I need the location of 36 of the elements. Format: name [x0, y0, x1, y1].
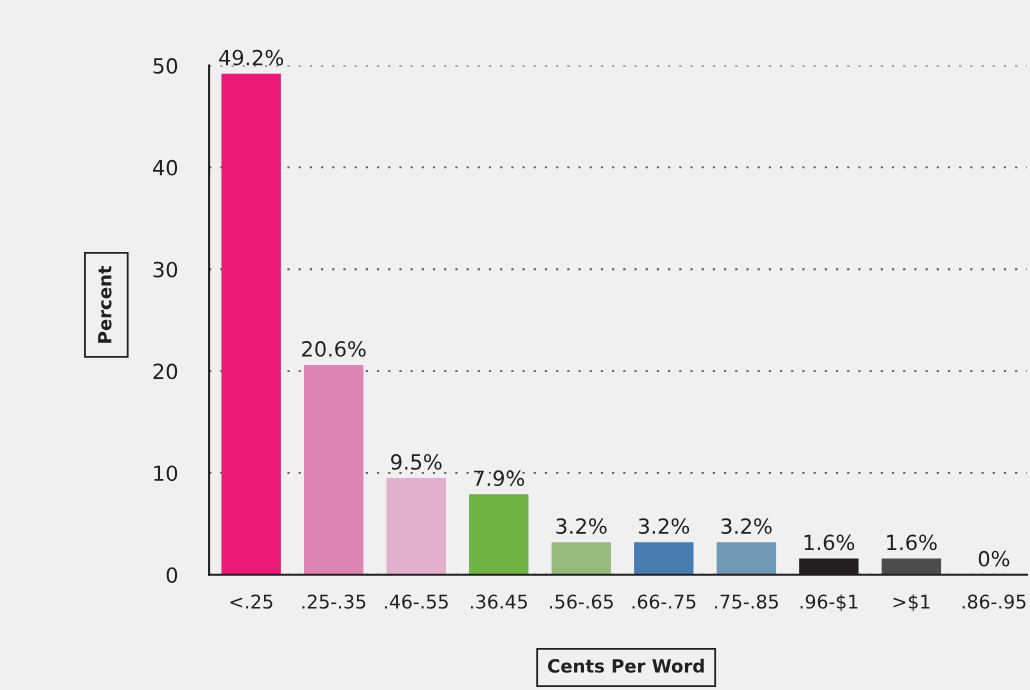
x-tick-label: .86-.95: [962, 594, 1026, 609]
y-tick-label: 50: [153, 58, 178, 74]
data-label: 3.2%: [638, 518, 690, 534]
x-tick-label: <.25: [230, 594, 273, 609]
bar: [716, 542, 777, 575]
bar: [551, 542, 611, 575]
data-label: 0%: [978, 550, 1010, 567]
x-tick-label: >$1: [893, 594, 930, 612]
y-tick-label: 20: [153, 363, 178, 380]
x-tick-label: .75-.85: [715, 594, 778, 609]
data-label: 20.6%: [302, 341, 366, 357]
bar: [221, 73, 281, 575]
x-tick-label: .66-.75: [632, 594, 696, 609]
bar: [303, 364, 364, 575]
x-tick-label: .46-.55: [385, 594, 448, 609]
data-label: 3.2%: [556, 518, 607, 534]
y-tick-label: 10: [154, 465, 178, 482]
y-tick-label: 40: [153, 159, 178, 176]
bar: [881, 558, 942, 575]
data-label: 1.6%: [887, 534, 937, 551]
y-tick-label: 30: [153, 261, 178, 278]
data-label: 7.9%: [474, 470, 525, 487]
x-tick-label: .56-.65: [550, 594, 613, 609]
x-tick-label: .36.45: [470, 594, 527, 609]
bar: [634, 542, 694, 575]
data-label: 49.2%: [219, 49, 284, 66]
x-axis-title: Cents Per Word: [547, 658, 704, 673]
x-tick-label: .96-$1: [800, 594, 858, 612]
data-label: 9.5%: [391, 454, 442, 470]
bar: [386, 478, 446, 575]
x-tick-label: .25-.35: [302, 594, 366, 609]
y-tick-label: 0: [166, 567, 178, 583]
data-label: 3.2%: [721, 518, 772, 534]
bar: [469, 494, 529, 575]
y-axis-title: Percent: [98, 265, 112, 343]
data-label: 1.6%: [804, 534, 855, 551]
